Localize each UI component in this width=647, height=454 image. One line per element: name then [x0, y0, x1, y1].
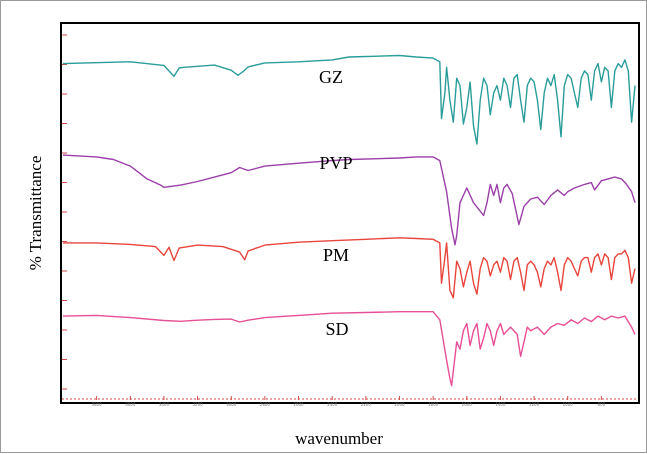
trace-label-gz: GZ: [319, 67, 343, 87]
spectra-traces: [62, 54, 636, 387]
x-tick-label: 1800: [428, 402, 439, 407]
x-tick-label: 3400: [159, 402, 170, 407]
trace-label-pm: PM: [323, 245, 349, 265]
y-axis-ticks: [62, 34, 67, 390]
x-tick-label: 2600: [293, 402, 304, 407]
trace-label-pvp: PVP: [319, 153, 352, 173]
x-tick-label: 1400: [495, 402, 506, 407]
trace-pm: [63, 237, 636, 299]
x-tick-label: 3800: [92, 402, 103, 407]
x-tick-label: 800: [598, 402, 606, 407]
x-tick-label: 2200: [361, 402, 372, 407]
x-tick-label: 3600: [125, 402, 136, 407]
x-tick-label: 2000: [394, 402, 405, 407]
x-axis-ticks: 3800 3600 3400 3200 3000 2800 2600 2400 2200 2000…: [92, 396, 606, 407]
x-tick-label: 3000: [226, 402, 237, 407]
x-tick-label: 3200: [192, 402, 203, 407]
x-tick-label: 2800: [260, 402, 271, 407]
x-tick-label: 1200: [529, 402, 540, 407]
plot-area: [60, 22, 640, 404]
trace-sd: [62, 311, 636, 387]
trace-gz: [62, 54, 636, 145]
x-tick-label: 1600: [462, 402, 473, 407]
trace-label-sd: SD: [325, 319, 348, 339]
x-tick-label: 2400: [327, 402, 338, 407]
trace-labels: GZ PVP PM SD: [319, 67, 353, 339]
x-tick-label: 1000: [563, 402, 574, 407]
x-axis-label: wavenumber: [295, 429, 383, 448]
trace-pvp: [62, 154, 636, 246]
y-axis-label: % Transmittance: [26, 156, 45, 271]
